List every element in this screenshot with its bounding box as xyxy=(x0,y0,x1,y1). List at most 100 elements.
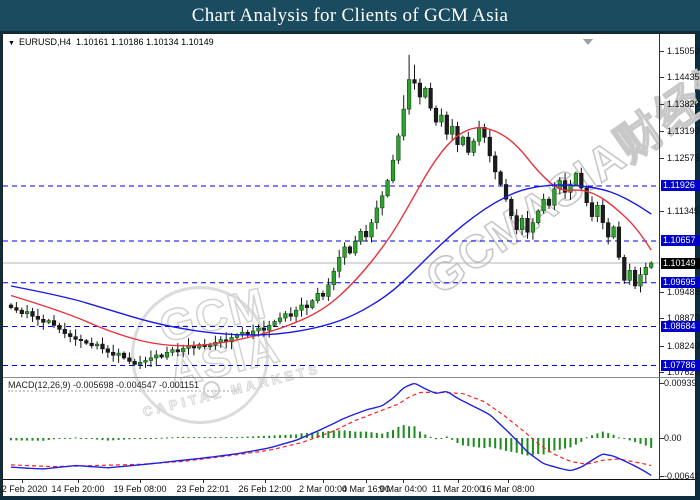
price-scale-divider xyxy=(659,34,660,479)
candle-up xyxy=(46,320,51,323)
chart-ohlc-values: 1.10161 1.10186 1.10134 1.10149 xyxy=(75,37,214,47)
chart-header: ▼ EURUSD,H4 1.10161 1.10186 1.10134 1.101… xyxy=(8,37,214,47)
price-tick-label: 1.12575 xyxy=(667,153,700,163)
macd-histogram-bar xyxy=(467,438,470,447)
price-tick-mark xyxy=(659,104,664,105)
macd-histogram-bar xyxy=(402,425,405,438)
macd-histogram-bar xyxy=(617,437,620,439)
panel-divider-handle[interactable] xyxy=(3,377,695,378)
candle-down xyxy=(616,226,621,258)
candle-down xyxy=(68,333,73,337)
macd-histogram-bar xyxy=(451,438,454,440)
price-tick-label: 1.13820 xyxy=(667,99,700,109)
macd-histogram-bar xyxy=(198,437,201,438)
macd-histogram-bar xyxy=(106,438,109,441)
macd-histogram-bar xyxy=(381,433,384,438)
candle-down xyxy=(562,180,568,193)
macd-histogram-bar xyxy=(424,434,427,438)
macd-histogram-bar xyxy=(85,438,88,439)
candle-up xyxy=(170,349,175,353)
macd-histogram-bar xyxy=(472,438,475,447)
candle-up xyxy=(154,354,159,359)
candle-up xyxy=(519,218,525,230)
macd-canvas[interactable] xyxy=(3,378,659,479)
support-resistance-label[interactable]: 1.07786 xyxy=(661,360,700,371)
candle-down xyxy=(57,325,62,330)
macd-histogram-bar xyxy=(548,438,550,453)
candle-down xyxy=(105,348,110,353)
macd-histogram-bar xyxy=(558,438,561,450)
candle-down xyxy=(159,354,164,358)
macd-histogram-bar xyxy=(510,438,513,452)
candle-up xyxy=(342,246,347,258)
title-bar: Chart Analysis for Clients of GCM Asia xyxy=(0,0,700,31)
macd-histogram-bar xyxy=(236,437,238,439)
symbol-dropdown-icon[interactable]: ▼ xyxy=(8,40,15,47)
ma-fast-line xyxy=(10,127,652,347)
macd-histogram xyxy=(10,425,653,456)
chart-shift-icon[interactable] xyxy=(583,39,593,45)
price-tick-mark xyxy=(659,292,664,293)
candle-down xyxy=(584,187,589,203)
price-tick-mark xyxy=(659,51,664,52)
macd-main-line xyxy=(10,382,652,476)
candle-down xyxy=(525,218,530,233)
macd-histogram-bar xyxy=(26,438,29,441)
macd-histogram-bar xyxy=(241,436,244,438)
macd-histogram-bar xyxy=(289,434,292,438)
support-resistance-label[interactable]: 1.08684 xyxy=(661,321,700,332)
candle-up xyxy=(331,270,336,285)
price-tick-label: 1.07625 xyxy=(667,367,700,377)
macd-histogram-bar xyxy=(123,438,125,440)
candle-down xyxy=(111,351,116,356)
macd-scale-label: 0.00 xyxy=(664,433,682,443)
macd-histogram-bar xyxy=(58,438,61,439)
macd-histogram-bar xyxy=(483,438,486,449)
macd-histogram-bar xyxy=(445,436,448,438)
macd-histogram-bar xyxy=(505,438,507,451)
watermark-swirl-icon xyxy=(203,381,220,398)
time-axis-label: 16 Mar 08:00 xyxy=(481,484,535,494)
candle-down xyxy=(19,309,24,315)
macd-histogram-bar xyxy=(176,437,179,438)
macd-histogram-bar xyxy=(607,433,610,438)
macd-histogram-bar xyxy=(435,438,437,440)
time-axis-label: 26 Feb 12:00 xyxy=(238,484,292,494)
candle-up xyxy=(197,344,202,349)
candle-up xyxy=(310,300,315,308)
support-resistance-label[interactable]: 1.11926 xyxy=(661,180,700,191)
macd-histogram-bar xyxy=(365,431,368,438)
macd-histogram-bar xyxy=(537,438,540,454)
candle-up xyxy=(380,195,385,209)
candle-down xyxy=(417,82,423,98)
candle-up xyxy=(541,198,546,212)
macd-histogram-bar xyxy=(101,438,104,441)
macd-tick-mark xyxy=(659,476,664,477)
support-resistance-label[interactable]: 1.09695 xyxy=(661,277,700,288)
candle-down xyxy=(600,205,605,223)
main-chart-canvas[interactable] xyxy=(3,34,659,377)
chart-window: GCM ASIA CAPITAL MARKETS GCMASIA财经解盘 ▼ EU… xyxy=(0,18,700,496)
macd-histogram-bar xyxy=(219,437,222,438)
macd-histogram-bar xyxy=(149,438,152,439)
time-tick-mark xyxy=(323,480,324,483)
candle-down xyxy=(100,343,105,350)
support-resistance-lines[interactable] xyxy=(3,185,659,366)
macd-histogram-bar xyxy=(370,432,373,438)
candle-up xyxy=(627,270,632,281)
macd-histogram-bar xyxy=(79,438,82,439)
candle-up xyxy=(337,257,342,272)
candle-down xyxy=(14,307,19,311)
macd-histogram-bar xyxy=(488,438,491,448)
macd-histogram-bar xyxy=(155,437,158,439)
macd-histogram-bar xyxy=(526,438,529,456)
support-resistance-label[interactable]: 1.10657 xyxy=(661,235,700,246)
price-tick-mark xyxy=(659,158,664,159)
candle-up xyxy=(181,348,186,353)
price-tick-mark xyxy=(659,346,664,347)
macd-histogram-bar xyxy=(601,431,604,438)
macd-histogram-bar xyxy=(171,437,174,439)
macd-histogram-bar xyxy=(284,434,287,438)
macd-histogram-bar xyxy=(15,438,18,441)
